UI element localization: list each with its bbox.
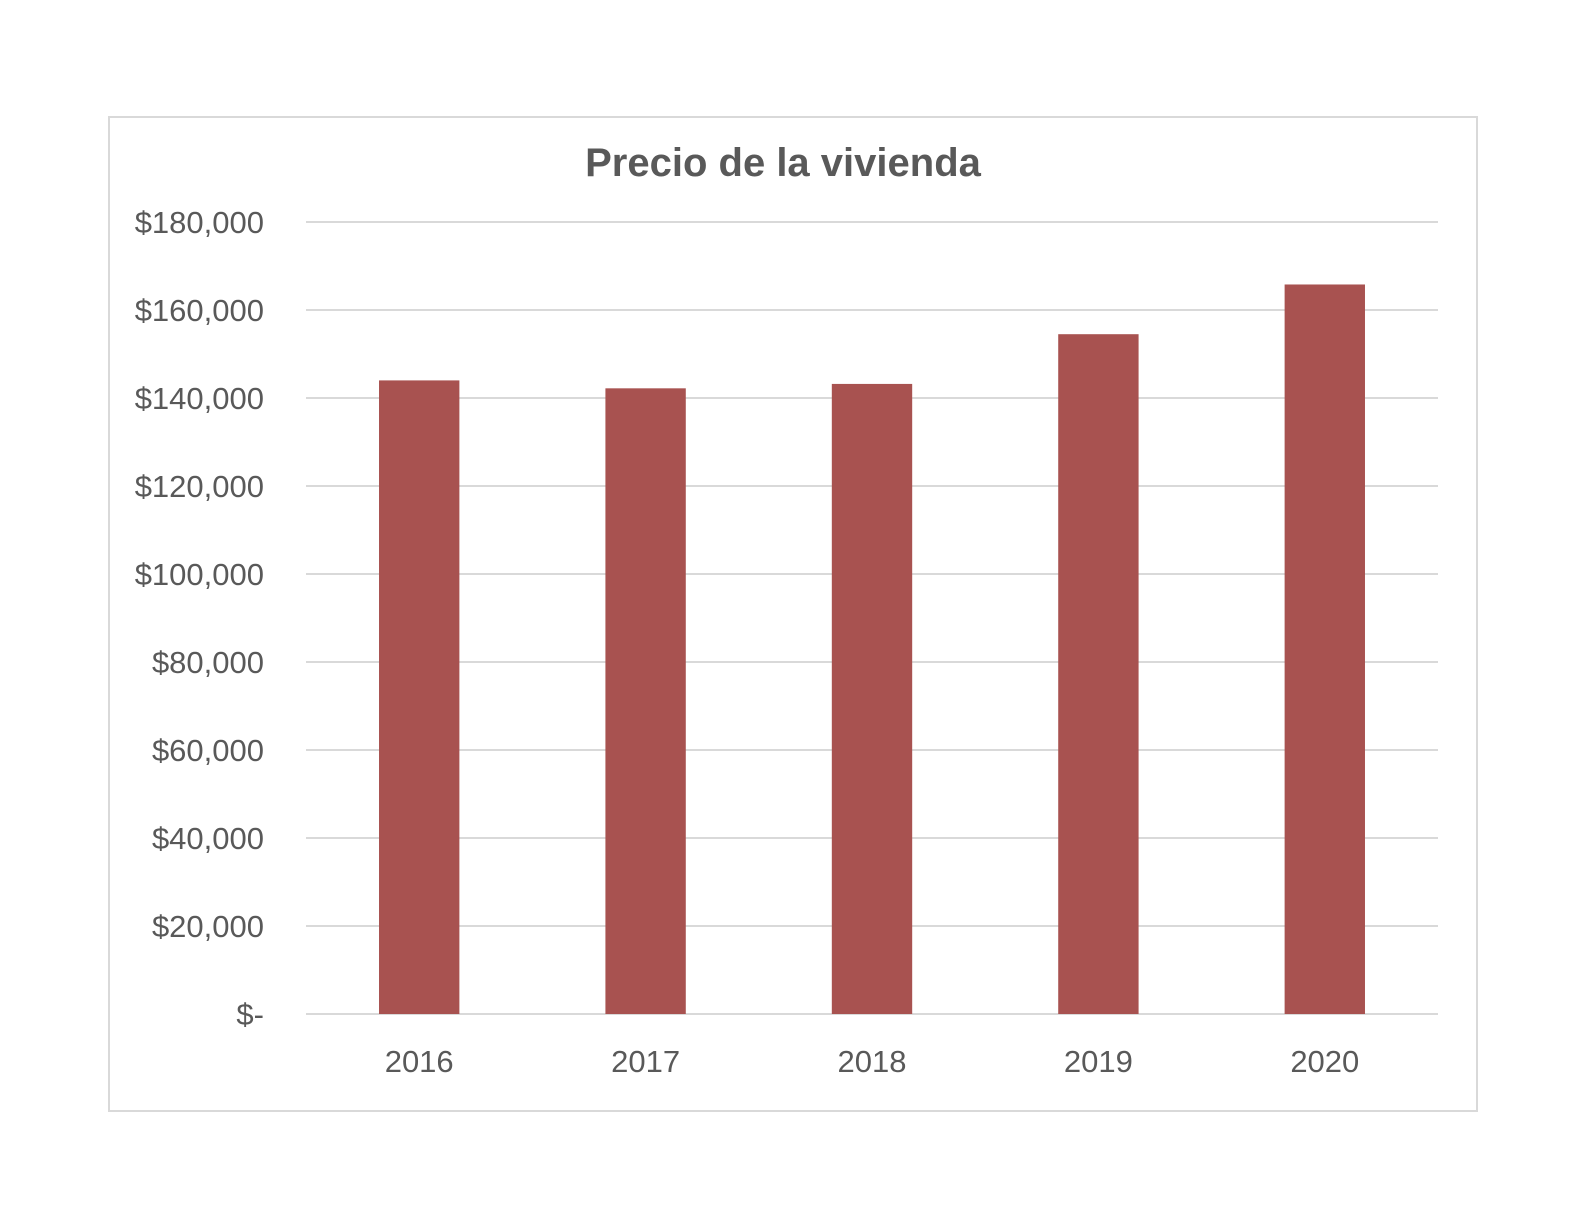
y-tick-label: $- bbox=[236, 997, 264, 1032]
x-tick-label: 2017 bbox=[611, 1044, 680, 1079]
bars bbox=[379, 284, 1365, 1014]
y-tick-label: $60,000 bbox=[152, 733, 264, 768]
y-tick-label: $120,000 bbox=[135, 469, 264, 504]
y-tick-label: $160,000 bbox=[135, 293, 264, 328]
y-axis-tick-labels: $- $20,000 $40,000 $60,000 $80,000 $100,000 $1… bbox=[135, 205, 264, 1032]
bar-2017 bbox=[605, 388, 686, 1014]
chart-frame: Precio de la vivienda $- $20,000 $40,000 $6… bbox=[108, 116, 1478, 1112]
x-tick-label: 2018 bbox=[838, 1044, 907, 1079]
y-tick-label: $180,000 bbox=[135, 205, 264, 240]
x-tick-label: 2019 bbox=[1064, 1044, 1133, 1079]
bar-2016 bbox=[379, 380, 460, 1014]
bar-chart: Precio de la vivienda $- $20,000 $40,000 $6… bbox=[135, 141, 1438, 1079]
bar-2020 bbox=[1284, 284, 1365, 1014]
x-axis-tick-labels: 2016 2017 2018 2019 2020 bbox=[385, 1044, 1360, 1079]
y-tick-label: $140,000 bbox=[135, 381, 264, 416]
y-tick-label: $100,000 bbox=[135, 557, 264, 592]
bar-2019 bbox=[1058, 334, 1139, 1014]
bar-2018 bbox=[831, 383, 913, 1014]
y-tick-label: $20,000 bbox=[152, 909, 264, 944]
x-tick-label: 2016 bbox=[385, 1044, 454, 1079]
x-tick-label: 2020 bbox=[1290, 1044, 1359, 1079]
y-tick-label: $80,000 bbox=[152, 645, 264, 680]
y-tick-label: $40,000 bbox=[152, 821, 264, 856]
chart-title: Precio de la vivienda bbox=[585, 141, 981, 185]
